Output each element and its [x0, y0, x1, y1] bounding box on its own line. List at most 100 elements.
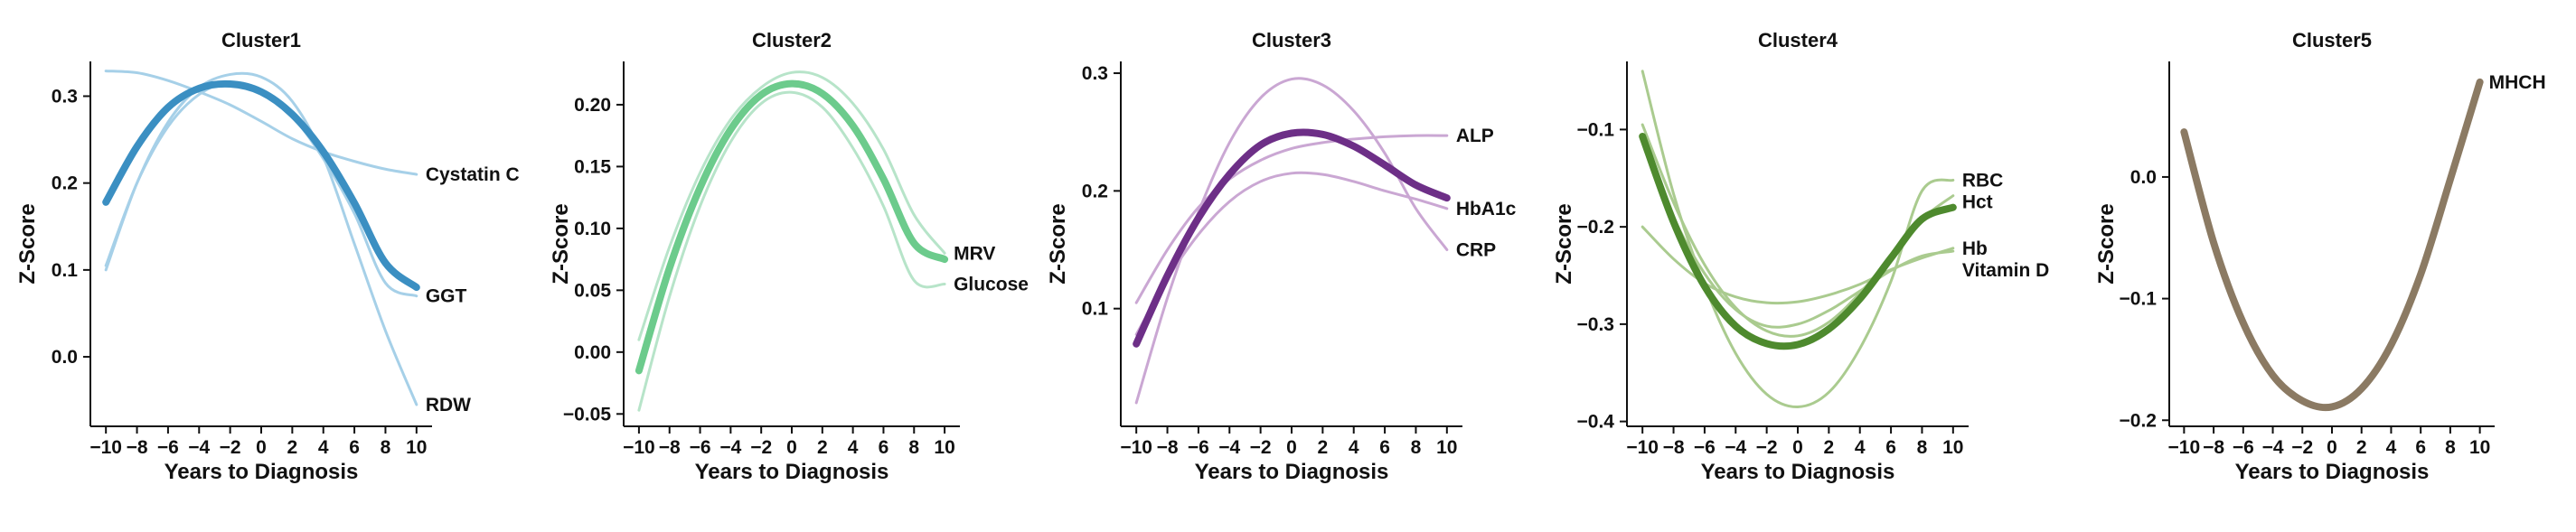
mean-trajectory-line	[1133, 128, 1451, 348]
x-tick-label: −4	[1725, 437, 1746, 458]
y-tick-label: 0.2	[1082, 181, 1108, 201]
chart-title: Cluster1	[221, 29, 301, 51]
y-tick-label: 0.05	[574, 280, 611, 301]
series-label-cystatin-c: Cystatin C	[426, 164, 520, 185]
series-label-hct: Hct	[1962, 191, 1993, 212]
y-tick-label: −0.3	[1577, 314, 1614, 335]
x-tick-label: 6	[1885, 437, 1896, 458]
x-tick-label: 0	[1286, 437, 1297, 458]
x-tick-label: 8	[1917, 437, 1928, 458]
x-tick-label: −8	[1663, 437, 1685, 458]
series-label-alp: ALP	[1456, 126, 1494, 146]
x-tick-label: −8	[2203, 437, 2224, 458]
x-tick-label: −10	[1626, 437, 1659, 458]
y-tick-label: 0.00	[574, 342, 611, 363]
x-tick-label: 8	[908, 437, 919, 458]
y-axis-label: Z-Score	[1046, 203, 1070, 284]
mean-trajectory-line	[102, 79, 420, 292]
x-tick-label: −10	[623, 437, 655, 458]
x-tick-label: 2	[287, 437, 298, 458]
y-tick-label: 0.10	[574, 219, 611, 239]
y-tick-label: 0.0	[2130, 167, 2157, 188]
x-tick-label: −4	[2262, 437, 2284, 458]
x-tick-label: −10	[1120, 437, 1152, 458]
x-tick-label: −2	[1250, 437, 1272, 458]
x-tick-label: 6	[879, 437, 889, 458]
x-tick-label: 6	[2415, 437, 2426, 458]
x-tick-label: −2	[220, 437, 241, 458]
series-label-glucose: Glucose	[954, 275, 1029, 295]
chart-panel-2: Cluster2 −10 −8 −6 −4 −2 0 2 4 6 8 10 −0.05 0.00 0.05 0…	[549, 29, 1029, 484]
x-tick-label: 0	[2327, 437, 2337, 458]
series-line	[104, 70, 418, 176]
y-tick-label: 0.15	[574, 156, 611, 177]
x-tick-label: 4	[318, 437, 329, 458]
x-tick-label: 2	[817, 437, 828, 458]
chart-title: Cluster3	[1252, 29, 1331, 51]
series-label-mrv: MRV	[954, 243, 995, 264]
x-tick-label: −6	[1188, 437, 1209, 458]
y-tick-label: −0.05	[563, 404, 611, 425]
x-tick-label: 0	[1792, 437, 1803, 458]
x-tick-label: −6	[157, 437, 179, 458]
y-axis-label: Z-Score	[1552, 203, 1576, 284]
x-tick-label: 8	[2445, 437, 2456, 458]
y-axis-label: Z-Score	[549, 203, 573, 284]
x-tick-label: −6	[2233, 437, 2254, 458]
chart-panel-4: Cluster4 −10 −8 −6 −4 −2 0 2 4 6 8 10 −0.4 −0.3 −0.2 −0…	[1552, 29, 2049, 484]
x-tick-label: −8	[659, 437, 681, 458]
y-tick-label: 0.1	[1082, 299, 1109, 320]
x-tick-label: 4	[1855, 437, 1866, 458]
y-axis-label: Z-Score	[15, 203, 40, 284]
x-tick-label: 10	[406, 437, 427, 458]
chart-title: Cluster2	[752, 29, 832, 51]
series-label-rdw: RDW	[426, 395, 471, 415]
mean-trajectory-line	[1639, 132, 1957, 350]
x-tick-label: 8	[381, 437, 391, 458]
series-line	[637, 90, 946, 412]
x-tick-label: −8	[1157, 437, 1179, 458]
x-tick-label: −8	[127, 437, 148, 458]
series-line	[637, 70, 946, 341]
series-line	[104, 71, 418, 406]
x-tick-label: −10	[2168, 437, 2201, 458]
series-line	[1134, 171, 1449, 336]
series-label-hba1c: HbA1c	[1456, 199, 1517, 219]
series-label-mhch: MHCH	[2489, 72, 2546, 93]
x-tick-label: −2	[750, 437, 772, 458]
x-tick-label: 4	[848, 437, 859, 458]
y-tick-label: −0.4	[1577, 412, 1615, 433]
y-tick-label: 0.3	[1082, 63, 1108, 84]
series-line	[104, 80, 418, 298]
series-label-rbc: RBC	[1962, 170, 2004, 191]
y-tick-label: −0.1	[2120, 289, 2158, 310]
x-tick-label: 2	[1318, 437, 1329, 458]
x-tick-label: 10	[1942, 437, 1963, 458]
x-tick-label: −6	[690, 437, 711, 458]
series-label-crp: CRP	[1456, 240, 1496, 261]
x-tick-label: 10	[2469, 437, 2490, 458]
y-tick-label: −0.2	[1577, 217, 1614, 238]
x-tick-label: 0	[786, 437, 797, 458]
series-label-ggt: GGT	[426, 286, 467, 307]
x-tick-label: 8	[1411, 437, 1422, 458]
x-tick-label: −6	[1694, 437, 1716, 458]
y-tick-label: 0.2	[52, 173, 78, 194]
mean-trajectory-line	[2180, 78, 2484, 412]
x-tick-label: 4	[2386, 437, 2397, 458]
x-tick-label: 10	[934, 437, 954, 458]
x-tick-label: −2	[2291, 437, 2313, 458]
x-axis-label: Years to Diagnosis	[695, 460, 889, 484]
series-line	[1134, 134, 1449, 304]
x-tick-label: 6	[1379, 437, 1390, 458]
x-tick-label: 6	[349, 437, 360, 458]
x-tick-label: −4	[188, 437, 210, 458]
series-label-vitamin-d: Vitamin D	[1962, 260, 2049, 281]
x-tick-label: 0	[256, 437, 267, 458]
x-axis-label: Years to Diagnosis	[165, 460, 359, 484]
x-tick-label: 2	[2356, 437, 2367, 458]
x-tick-label: −4	[719, 437, 741, 458]
y-axis-label: Z-Score	[2094, 203, 2119, 284]
mean-trajectory-line	[635, 79, 949, 375]
chart-panel-1: Cluster1 −10 −8 −6 −4 −2 0 2 4 6 8 10 0.0 0.1 0.2 0.3 Ye…	[15, 29, 520, 484]
